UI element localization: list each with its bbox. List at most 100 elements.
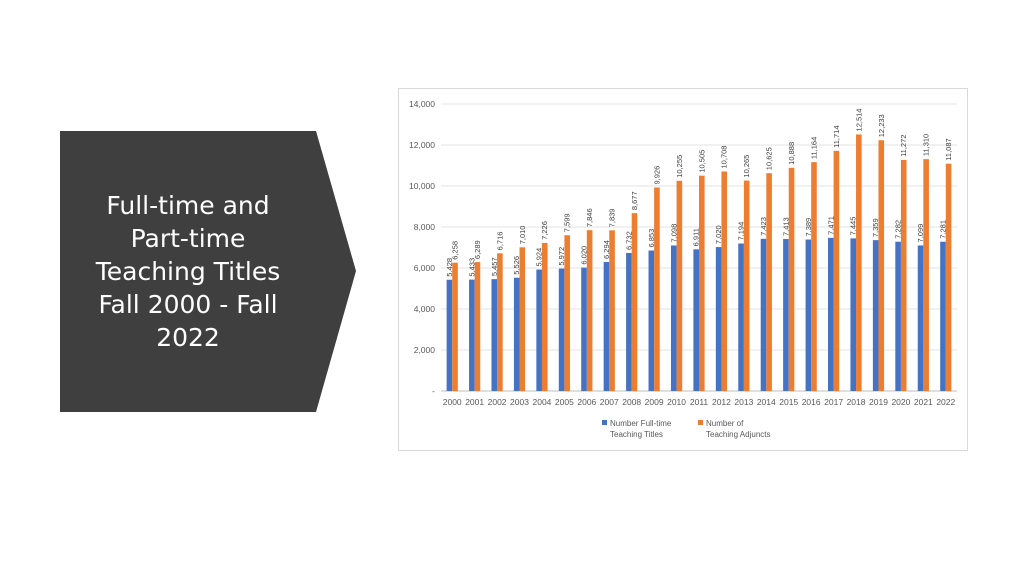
bar [513, 277, 520, 391]
data-label: 7,839 [608, 209, 617, 228]
bar [693, 249, 699, 391]
bar [878, 140, 885, 391]
bar [945, 163, 952, 391]
bar [766, 173, 772, 391]
data-label: 12,514 [854, 109, 863, 132]
data-label: 8,677 [630, 191, 639, 210]
data-label: 10,255 [675, 155, 684, 178]
data-label: 7,413 [781, 217, 790, 236]
data-label: 6,294 [602, 240, 611, 259]
bar [564, 235, 570, 391]
legend-label: Teaching Titles [610, 430, 663, 439]
x-tick-label: 2004 [532, 397, 551, 407]
title-chevron-shape [60, 131, 356, 412]
data-label: 7,020 [714, 225, 723, 244]
bar [648, 250, 655, 391]
data-label: 6,020 [580, 246, 589, 265]
data-label: 11,087 [944, 138, 953, 160]
x-tick-label: 2012 [712, 397, 731, 407]
x-tick-label: 2018 [847, 397, 866, 407]
bar [923, 159, 929, 391]
bar [900, 159, 907, 391]
data-label: 9,926 [652, 166, 661, 185]
data-label: 11,272 [899, 135, 908, 157]
x-tick-label: 2010 [667, 397, 686, 407]
data-label: 7,194 [737, 222, 746, 241]
data-label: 11,310 [922, 134, 931, 156]
bar [452, 262, 458, 391]
bar [446, 279, 453, 391]
y-tick-label: 10,000 [409, 181, 435, 191]
x-tick-label: 2022 [936, 397, 955, 407]
x-tick-label: 2011 [690, 397, 709, 407]
data-label: 7,010 [518, 226, 527, 245]
bar [699, 175, 705, 391]
bar [536, 269, 542, 391]
y-tick-label: - [432, 386, 435, 396]
x-tick-label: 2002 [488, 397, 507, 407]
bar [474, 262, 481, 391]
bar [715, 247, 722, 391]
bar [497, 253, 503, 391]
legend-swatch [698, 420, 703, 425]
bar [721, 171, 728, 391]
data-label: 5,433 [467, 258, 476, 277]
data-label: 6,289 [473, 240, 482, 259]
bar [541, 242, 548, 391]
data-label: 7,445 [849, 217, 858, 236]
x-tick-label: 2016 [802, 397, 821, 407]
bar [805, 239, 812, 391]
bar [581, 267, 587, 391]
data-label: 10,625 [765, 147, 774, 170]
data-label: 11,714 [832, 125, 841, 147]
bar [603, 261, 610, 391]
data-label: 10,708 [720, 146, 729, 169]
x-tick-label: 2008 [622, 397, 641, 407]
y-tick-label: 2,000 [414, 345, 436, 355]
y-tick-label: 14,000 [409, 99, 435, 109]
data-label: 7,281 [938, 220, 947, 239]
x-tick-label: 2000 [443, 397, 462, 407]
data-label: 7,471 [826, 216, 835, 235]
bar [760, 238, 767, 391]
data-label: 5,972 [557, 247, 566, 266]
bar-chart: - 2,000 4,000 6,000 8,000 10,000 12,000 14,000 5… [398, 88, 968, 451]
bar [833, 150, 840, 391]
x-tick-label: 2005 [555, 397, 574, 407]
x-tick-label: 2017 [824, 397, 843, 407]
bar [783, 239, 789, 391]
legend-label: Teaching Adjuncts [706, 430, 771, 439]
bar [670, 245, 677, 391]
data-label: 6,911 [692, 228, 701, 246]
data-label: 5,457 [490, 257, 499, 276]
y-tick-label: 4,000 [414, 304, 436, 314]
y-tick-label: 8,000 [414, 222, 436, 232]
bar [811, 162, 817, 391]
bar [586, 230, 593, 391]
data-label: 6,716 [495, 232, 504, 251]
data-label: 5,526 [512, 256, 521, 275]
bar [738, 243, 744, 391]
data-label: 10,888 [787, 142, 796, 165]
bar [626, 252, 632, 391]
bar [850, 238, 857, 391]
x-tick-label: 2001 [465, 397, 484, 407]
x-tick-label: 2015 [779, 397, 798, 407]
bar [609, 230, 615, 391]
data-label: 5,428 [445, 258, 454, 277]
bar [743, 180, 750, 391]
bar [491, 279, 498, 391]
x-tick-label: 2013 [734, 397, 753, 407]
bar [558, 268, 565, 391]
data-label: 11,164 [809, 137, 818, 159]
data-label: 5,924 [535, 248, 544, 267]
x-tick-label: 2003 [510, 397, 529, 407]
x-tick-label: 2020 [891, 397, 910, 407]
bar-chart-svg: - 2,000 4,000 6,000 8,000 10,000 12,000 14,000 5… [409, 99, 957, 439]
data-label: 7,423 [759, 217, 768, 236]
x-tick-label: 2006 [577, 397, 596, 407]
bar [788, 167, 795, 391]
data-label: 7,846 [585, 208, 594, 227]
bar [940, 241, 946, 391]
bar [872, 240, 879, 391]
